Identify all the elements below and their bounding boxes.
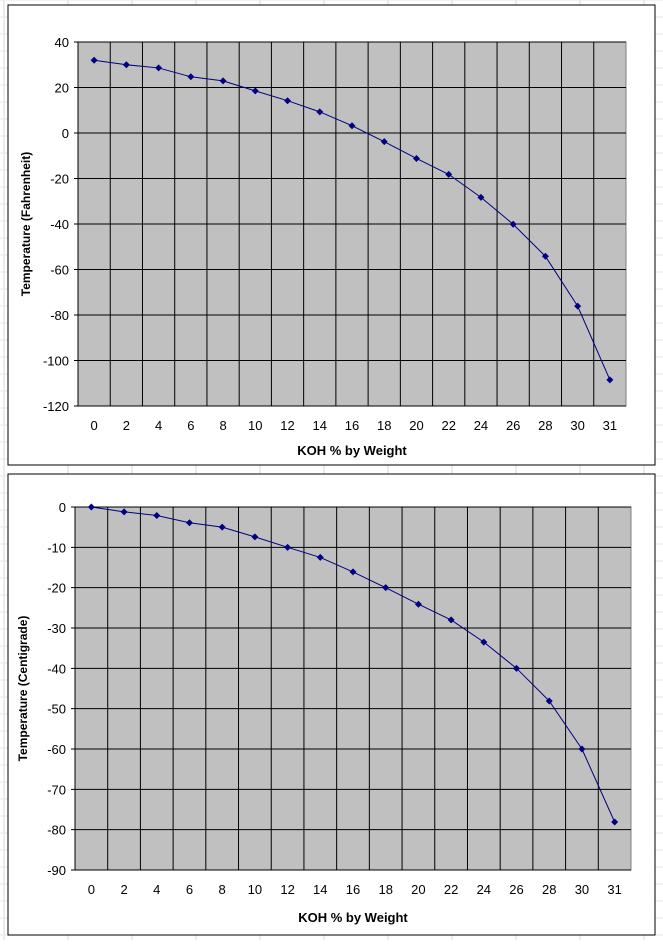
y-tick-label: 0 bbox=[62, 126, 69, 141]
y-tick-label: -10 bbox=[47, 540, 66, 555]
x-tick-label: 26 bbox=[506, 418, 520, 433]
x-tick-label: 26 bbox=[509, 882, 523, 897]
x-tick-label: 20 bbox=[411, 882, 425, 897]
x-tick-label: 8 bbox=[219, 882, 226, 897]
x-axis-title: KOH % by Weight bbox=[298, 910, 408, 925]
x-tick-label: 10 bbox=[248, 418, 262, 433]
data-point bbox=[187, 73, 195, 81]
x-tick-label: 16 bbox=[346, 882, 360, 897]
y-tick-label: -50 bbox=[47, 702, 66, 717]
data-point bbox=[382, 584, 390, 592]
x-tick-label: 14 bbox=[313, 882, 327, 897]
x-tick-label: 31 bbox=[603, 418, 617, 433]
x-tick-label: 16 bbox=[345, 418, 359, 433]
data-point bbox=[606, 376, 614, 384]
y-tick-label: 0 bbox=[59, 500, 66, 515]
data-point bbox=[380, 138, 388, 146]
x-tick-label: 18 bbox=[378, 882, 392, 897]
data-point bbox=[545, 697, 553, 705]
data-point bbox=[447, 616, 455, 624]
x-tick-label: 12 bbox=[280, 418, 294, 433]
x-tick-label: 24 bbox=[477, 882, 491, 897]
y-tick-label: -40 bbox=[50, 217, 69, 232]
x-tick-label: 30 bbox=[575, 882, 589, 897]
y-tick-label: -20 bbox=[50, 172, 69, 187]
x-tick-label: 2 bbox=[123, 418, 130, 433]
y-tick-label: -30 bbox=[47, 621, 66, 636]
y-tick-label: -20 bbox=[47, 581, 66, 596]
x-tick-label: 22 bbox=[441, 418, 455, 433]
data-point bbox=[480, 638, 488, 646]
x-tick-label: 24 bbox=[474, 418, 488, 433]
data-point bbox=[513, 664, 521, 672]
data-point bbox=[574, 302, 582, 310]
x-tick-label: 6 bbox=[187, 418, 194, 433]
data-point bbox=[445, 170, 453, 178]
y-tick-label: -100 bbox=[43, 354, 69, 369]
plot-area bbox=[74, 506, 632, 871]
data-point bbox=[348, 122, 356, 130]
data-point bbox=[611, 818, 619, 826]
y-tick-label: -90 bbox=[47, 863, 66, 878]
x-tick-label: 4 bbox=[155, 418, 162, 433]
x-axis-title: KOH % by Weight bbox=[297, 443, 407, 458]
x-tick-label: 20 bbox=[409, 418, 423, 433]
x-tick-label: 28 bbox=[542, 882, 556, 897]
y-tick-label: -60 bbox=[50, 263, 69, 278]
x-tick-label: 22 bbox=[444, 882, 458, 897]
x-tick-label: 0 bbox=[91, 418, 98, 433]
y-tick-label: 40 bbox=[55, 35, 69, 50]
data-point bbox=[284, 543, 292, 551]
x-tick-label: 8 bbox=[219, 418, 226, 433]
data-point bbox=[578, 745, 586, 753]
data-point bbox=[90, 56, 98, 64]
data-point bbox=[477, 193, 485, 201]
y-tick-label: -80 bbox=[47, 823, 66, 838]
x-tick-label: 31 bbox=[607, 882, 621, 897]
data-point bbox=[87, 503, 95, 511]
data-point bbox=[153, 511, 161, 519]
data-point bbox=[251, 87, 259, 95]
data-point bbox=[316, 108, 324, 116]
y-axis-title: Temperature (Centigrade) bbox=[16, 616, 30, 762]
x-tick-label: 14 bbox=[313, 418, 327, 433]
y-tick-label: -40 bbox=[47, 661, 66, 676]
data-point bbox=[251, 533, 259, 541]
data-point bbox=[414, 600, 422, 608]
data-point bbox=[122, 61, 130, 69]
data-point bbox=[218, 523, 226, 531]
x-tick-label: 12 bbox=[280, 882, 294, 897]
y-axis-title: Temperature (Fahrenheit) bbox=[19, 152, 33, 296]
y-tick-label: 20 bbox=[55, 81, 69, 96]
x-tick-label: 0 bbox=[88, 882, 95, 897]
y-tick-label: -60 bbox=[47, 742, 66, 757]
chart-2: 0-10-20-30-40-50-60-70-80-900 2 4 6 8 10 12 14 1… bbox=[7, 473, 656, 936]
y-tick-label: -80 bbox=[50, 308, 69, 323]
x-tick-label: 30 bbox=[570, 418, 584, 433]
data-point bbox=[349, 568, 357, 576]
data-point bbox=[541, 252, 549, 260]
data-point bbox=[219, 77, 227, 85]
x-tick-label: 2 bbox=[120, 882, 127, 897]
data-point bbox=[284, 97, 292, 105]
data-point bbox=[412, 154, 420, 162]
x-tick-label: 28 bbox=[538, 418, 552, 433]
data-point bbox=[155, 64, 163, 72]
data-point bbox=[316, 553, 324, 561]
x-tick-label: 18 bbox=[377, 418, 391, 433]
x-tick-label: 6 bbox=[186, 882, 193, 897]
x-tick-label: 10 bbox=[248, 882, 262, 897]
data-point bbox=[509, 220, 517, 228]
y-tick-label: -70 bbox=[47, 782, 66, 797]
y-tick-label: -120 bbox=[43, 399, 69, 414]
x-tick-label: 4 bbox=[153, 882, 160, 897]
data-point bbox=[185, 519, 193, 527]
data-point bbox=[120, 508, 128, 516]
